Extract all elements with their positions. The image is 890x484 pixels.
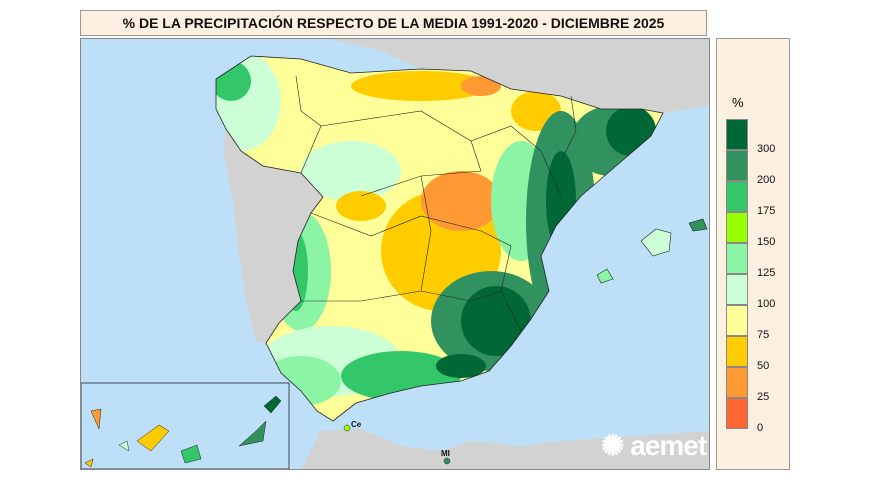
balearic-islands bbox=[596, 218, 708, 284]
legend-label: 125 bbox=[757, 267, 776, 279]
legend-swatch bbox=[726, 181, 748, 212]
france-land bbox=[331, 39, 709, 113]
melilla-marker bbox=[443, 457, 451, 465]
legend-label: 150 bbox=[757, 236, 776, 248]
ceuta-label: Ce bbox=[351, 420, 362, 429]
legend-swatch bbox=[726, 274, 748, 305]
legend-swatch bbox=[726, 150, 748, 181]
legend-swatch bbox=[726, 336, 748, 367]
legend-swatch bbox=[726, 243, 748, 274]
legend-label: 0 bbox=[757, 422, 764, 434]
legend-label: 300 bbox=[757, 143, 776, 155]
legend-label: 75 bbox=[757, 329, 770, 341]
portugal-land bbox=[223, 129, 323, 343]
aemet-logo: ✺ aemet bbox=[601, 430, 707, 461]
legend: % 300 200 175 150 125 100 75 50 25 0 bbox=[716, 38, 790, 470]
legend-swatch bbox=[726, 305, 748, 336]
legend-swatch bbox=[726, 367, 748, 398]
melilla-label: MI bbox=[441, 449, 450, 458]
legend-label: 100 bbox=[757, 298, 776, 310]
legend-label: 175 bbox=[757, 205, 776, 217]
legend-swatch bbox=[726, 119, 748, 150]
legend-label: 50 bbox=[757, 360, 770, 372]
africa-land bbox=[301, 429, 709, 469]
legend-swatch bbox=[726, 212, 748, 243]
ceuta-marker bbox=[343, 424, 351, 432]
map-title: % DE LA PRECIPITACIÓN RESPECTO DE LA MED… bbox=[80, 10, 707, 36]
canary-islands bbox=[84, 395, 282, 468]
legend-swatch bbox=[726, 398, 748, 429]
legend-label: 25 bbox=[757, 391, 770, 403]
spain-outline bbox=[215, 55, 664, 422]
legend-label: 200 bbox=[757, 174, 776, 186]
region-borders bbox=[295, 75, 577, 332]
legend-unit: % bbox=[732, 95, 744, 110]
precipitation-map: Ce MI ✺ aemet bbox=[80, 38, 710, 470]
